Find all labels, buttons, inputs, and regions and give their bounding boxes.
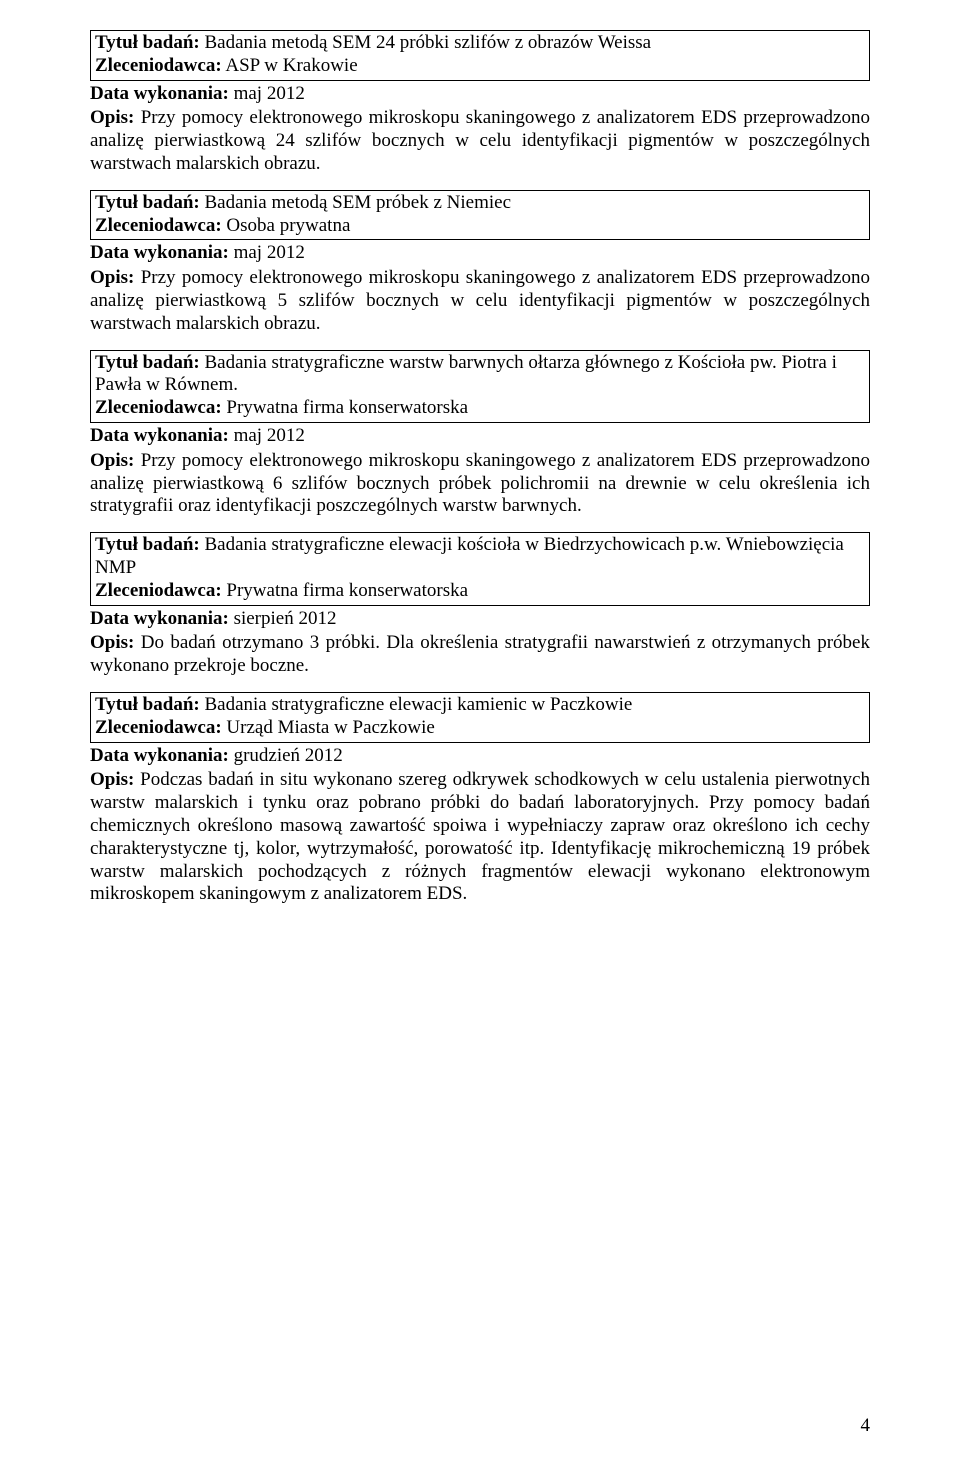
- date-label: Data wykonania:: [90, 83, 229, 104]
- desc-label: Opis:: [90, 267, 134, 288]
- title-text: Badania metodą SEM próbek z Niemiec: [200, 192, 511, 213]
- title-text: Badania metodą SEM 24 próbki szlifów z o…: [200, 32, 651, 53]
- document-page: Tytuł badań: Badania metodą SEM 24 próbk…: [0, 0, 960, 1478]
- client-label: Zleceniodawca:: [95, 717, 222, 738]
- date-line: Data wykonania: sierpień 2012: [90, 608, 870, 631]
- title-line: Tytuł badań: Badania stratygraficzne ele…: [95, 534, 865, 580]
- entry-header: Tytuł badań: Badania metodą SEM 24 próbk…: [90, 30, 870, 81]
- desc-text: Przy pomocy elektronowego mikroskopu ska…: [90, 450, 870, 517]
- desc-text: Podczas badań in situ wykonano szereg od…: [90, 769, 870, 904]
- title-line: Tytuł badań: Badania stratygraficzne ele…: [95, 694, 865, 717]
- client-label: Zleceniodawca:: [95, 397, 222, 418]
- client-line: Zleceniodawca: ASP w Krakowie: [95, 55, 865, 78]
- client-text: ASP w Krakowie: [222, 55, 358, 76]
- client-line: Zleceniodawca: Prywatna firma konserwato…: [95, 580, 865, 603]
- entry-header: Tytuł badań: Badania stratygraficzne ele…: [90, 532, 870, 605]
- date-label: Data wykonania:: [90, 608, 229, 629]
- client-label: Zleceniodawca:: [95, 55, 222, 76]
- title-label: Tytuł badań:: [95, 192, 200, 213]
- page-number: 4: [861, 1415, 871, 1438]
- desc-label: Opis:: [90, 107, 134, 128]
- date-label: Data wykonania:: [90, 242, 229, 263]
- entry-header: Tytuł badań: Badania stratygraficzne war…: [90, 350, 870, 423]
- client-label: Zleceniodawca:: [95, 215, 222, 236]
- client-text: Prywatna firma konserwatorska: [222, 397, 468, 418]
- desc-label: Opis:: [90, 632, 134, 653]
- date-text: grudzień 2012: [229, 745, 343, 766]
- date-line: Data wykonania: maj 2012: [90, 83, 870, 106]
- desc-text: Przy pomocy elektronowego mikroskopu ska…: [90, 107, 870, 174]
- title-label: Tytuł badań:: [95, 694, 200, 715]
- date-line: Data wykonania: maj 2012: [90, 242, 870, 265]
- desc-label: Opis:: [90, 769, 134, 790]
- title-label: Tytuł badań:: [95, 534, 200, 555]
- client-line: Zleceniodawca: Prywatna firma konserwato…: [95, 397, 865, 420]
- date-text: maj 2012: [229, 425, 305, 446]
- date-line: Data wykonania: maj 2012: [90, 425, 870, 448]
- date-text: sierpień 2012: [229, 608, 337, 629]
- client-line: Zleceniodawca: Osoba prywatna: [95, 215, 865, 238]
- desc-block: Opis: Podczas badań in situ wykonano sze…: [90, 769, 870, 906]
- client-text: Urząd Miasta w Paczkowie: [222, 717, 435, 738]
- title-line: Tytuł badań: Badania stratygraficzne war…: [95, 352, 865, 398]
- desc-block: Opis: Przy pomocy elektronowego mikrosko…: [90, 107, 870, 175]
- desc-block: Opis: Przy pomocy elektronowego mikrosko…: [90, 450, 870, 518]
- client-line: Zleceniodawca: Urząd Miasta w Paczkowie: [95, 717, 865, 740]
- date-line: Data wykonania: grudzień 2012: [90, 745, 870, 768]
- entry-header: Tytuł badań: Badania metodą SEM próbek z…: [90, 190, 870, 241]
- desc-text: Przy pomocy elektronowego mikroskopu ska…: [90, 267, 870, 334]
- title-label: Tytuł badań:: [95, 352, 200, 373]
- client-text: Osoba prywatna: [222, 215, 351, 236]
- desc-text: Do badań otrzymano 3 próbki. Dla określe…: [90, 632, 870, 676]
- title-line: Tytuł badań: Badania metodą SEM 24 próbk…: [95, 32, 865, 55]
- date-text: maj 2012: [229, 83, 305, 104]
- entry-header: Tytuł badań: Badania stratygraficzne ele…: [90, 692, 870, 743]
- title-label: Tytuł badań:: [95, 32, 200, 53]
- title-text: Badania stratygraficzne warstw barwnych …: [95, 352, 837, 396]
- client-text: Prywatna firma konserwatorska: [222, 580, 468, 601]
- desc-block: Opis: Przy pomocy elektronowego mikrosko…: [90, 267, 870, 335]
- date-text: maj 2012: [229, 242, 305, 263]
- client-label: Zleceniodawca:: [95, 580, 222, 601]
- title-text: Badania stratygraficzne elewacji kamieni…: [200, 694, 633, 715]
- desc-label: Opis:: [90, 450, 134, 471]
- date-label: Data wykonania:: [90, 745, 229, 766]
- title-text: Badania stratygraficzne elewacji kościoł…: [95, 534, 844, 578]
- date-label: Data wykonania:: [90, 425, 229, 446]
- title-line: Tytuł badań: Badania metodą SEM próbek z…: [95, 192, 865, 215]
- desc-block: Opis: Do badań otrzymano 3 próbki. Dla o…: [90, 632, 870, 678]
